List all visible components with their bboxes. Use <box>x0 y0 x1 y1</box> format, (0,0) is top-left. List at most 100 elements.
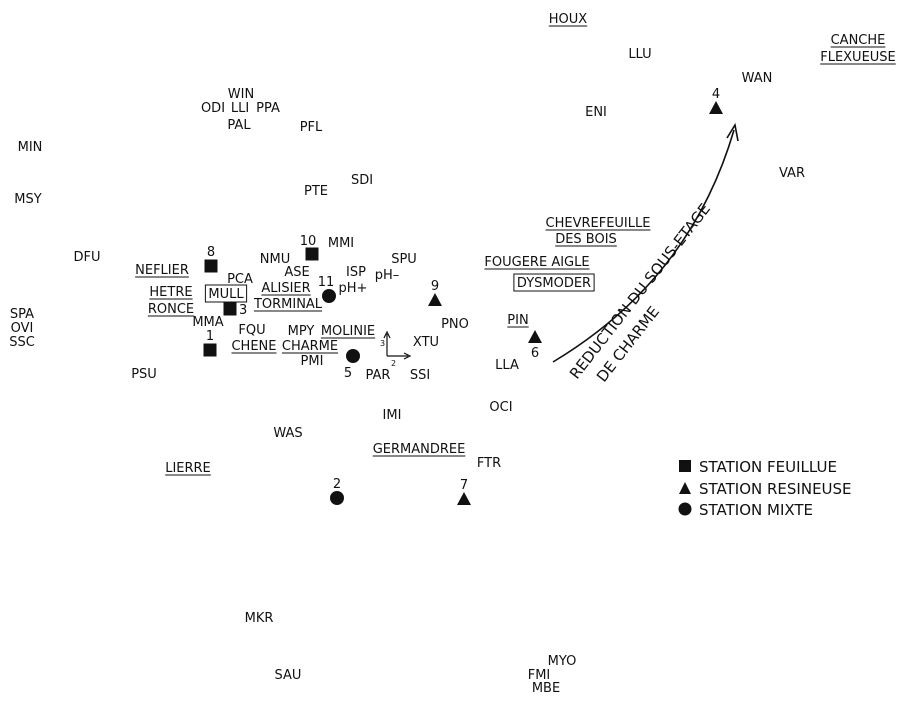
species-label-ftr: FTR <box>477 456 501 471</box>
station-number-9: 9 <box>431 279 439 294</box>
species-label-llu: LLU <box>628 47 651 62</box>
species-label-dysmoder: DYSMODER <box>517 276 591 291</box>
species-label-mbe: MBE <box>532 681 560 696</box>
station-number-11: 11 <box>318 275 335 290</box>
station-number-3: 3 <box>239 303 247 318</box>
legend: STATION FEUILLUE STATION RESINEUSE STATI… <box>678 458 852 519</box>
species-label-charme: CHARME <box>282 339 338 354</box>
station-marker-1 <box>203 343 217 357</box>
species-label-flexueuse: FLEXUEUSE <box>820 50 896 65</box>
species-label-fougere-aigle: FOUGERE AIGLE <box>484 255 589 270</box>
species-label-lierre: LIERRE <box>165 461 211 476</box>
legend-square-icon <box>679 460 691 472</box>
species-label-ronce: RONCE <box>148 302 194 317</box>
species-label-hetre: HETRE <box>149 285 192 300</box>
station-number-8: 8 <box>207 245 215 260</box>
axis-2-label: 2 <box>391 359 396 368</box>
species-label-sau: SAU <box>275 668 302 683</box>
species-label-dfu: DFU <box>73 250 100 265</box>
species-label-des-bois: DES BOIS <box>555 232 617 247</box>
species-label-germandree: GERMANDREE <box>373 442 466 457</box>
species-label-mmi: MMI <box>328 236 354 251</box>
species-label-pin: PIN <box>507 313 528 328</box>
species-label-fqu: FQU <box>238 323 265 338</box>
species-label-ssc: SSC <box>9 335 35 350</box>
station-number-1: 1 <box>206 329 214 344</box>
species-label-ph: pH+ <box>339 281 368 296</box>
species-label-ase: ASE <box>284 265 309 280</box>
axis-3-arrowhead <box>383 330 391 339</box>
legend-label-feuillue: STATION FEUILLUE <box>699 458 837 476</box>
species-label-molinie: MOLINIE <box>321 324 375 339</box>
species-label-sdi: SDI <box>351 173 373 188</box>
species-label-chevrefeuille: CHEVREFEUILLE <box>546 216 651 231</box>
species-label-canche: CANCHE <box>831 33 886 48</box>
axis-2-arrowhead <box>403 352 412 360</box>
reduction-arrow-head <box>726 122 739 142</box>
legend-label-resineuse: STATION RESINEUSE <box>699 480 852 498</box>
station-number-7: 7 <box>460 478 468 493</box>
species-label-pca: PCA <box>227 272 253 287</box>
species-label-ph: pH– <box>375 268 400 283</box>
species-label-was: WAS <box>273 426 302 441</box>
species-label-chene: CHENE <box>231 339 276 354</box>
species-label-pfl: PFL <box>300 120 323 135</box>
species-label-ssi: SSI <box>410 368 430 383</box>
box-dysmoder <box>513 273 595 292</box>
legend-label-mixte: STATION MIXTE <box>699 501 813 519</box>
species-label-imi: IMI <box>383 408 402 423</box>
species-label-mull: MULL <box>208 287 244 302</box>
species-label-oci: OCI <box>489 400 512 415</box>
species-label-torminal: TORMINAL <box>253 297 323 312</box>
species-label-xtu: XTU <box>413 335 439 350</box>
species-label-eni: ENI <box>585 105 607 120</box>
species-label-lla: LLA <box>495 358 519 373</box>
box-mull <box>204 284 248 303</box>
species-label-wan: WAN <box>742 71 773 86</box>
species-label-mkr: MKR <box>245 611 274 626</box>
station-number-5: 5 <box>344 366 352 381</box>
station-marker-11 <box>322 289 336 303</box>
species-label-alisier: ALISIER <box>261 281 310 296</box>
species-label-neflier: NEFLIER <box>135 263 189 278</box>
species-label-pal: PAL <box>227 118 251 133</box>
axis-3-label: 3 <box>380 339 385 348</box>
species-label-lli: LLI <box>231 101 249 116</box>
species-label-ovi: OVI <box>11 321 34 336</box>
station-marker-9 <box>428 293 442 306</box>
species-label-psu: PSU <box>131 367 157 382</box>
station-marker-3 <box>223 302 237 316</box>
species-label-fmi: FMI <box>528 668 551 683</box>
species-label-win: WIN <box>228 87 254 102</box>
station-number-4: 4 <box>712 87 720 102</box>
station-marker-5 <box>346 349 360 363</box>
species-label-pno: PNO <box>441 317 469 332</box>
axes-indicator: 3 2 <box>380 330 412 368</box>
species-label-pmi: PMI <box>301 354 324 369</box>
station-marker-10 <box>305 247 319 261</box>
species-label-var: VAR <box>779 166 805 181</box>
reduction-arrow-line <box>552 129 735 363</box>
station-markers: 1 2 3 4 5 6 7 8 9 10 11 <box>203 87 723 505</box>
species-label-isp: ISP <box>346 265 366 280</box>
species-label-spu: SPU <box>391 252 417 267</box>
species-label-houx: HOUX <box>549 12 588 27</box>
species-label-mma: MMA <box>192 315 223 330</box>
station-number-2: 2 <box>333 477 341 492</box>
legend-triangle-icon <box>679 482 691 494</box>
species-label-odi: ODI <box>201 101 225 116</box>
species-label-ppa: PPA <box>256 101 280 116</box>
species-label-msy: MSY <box>14 192 41 207</box>
species-label-par: PAR <box>366 368 391 383</box>
legend-circle-icon <box>678 502 692 516</box>
species-label-spa: SPA <box>10 307 34 322</box>
species-label-pte: PTE <box>304 184 328 199</box>
station-marker-4 <box>709 101 723 114</box>
station-number-6: 6 <box>531 346 539 361</box>
species-label-nmu: NMU <box>260 252 290 267</box>
species-label-myo: MYO <box>548 654 577 669</box>
species-label-min: MIN <box>18 140 43 155</box>
station-number-10: 10 <box>300 234 317 249</box>
